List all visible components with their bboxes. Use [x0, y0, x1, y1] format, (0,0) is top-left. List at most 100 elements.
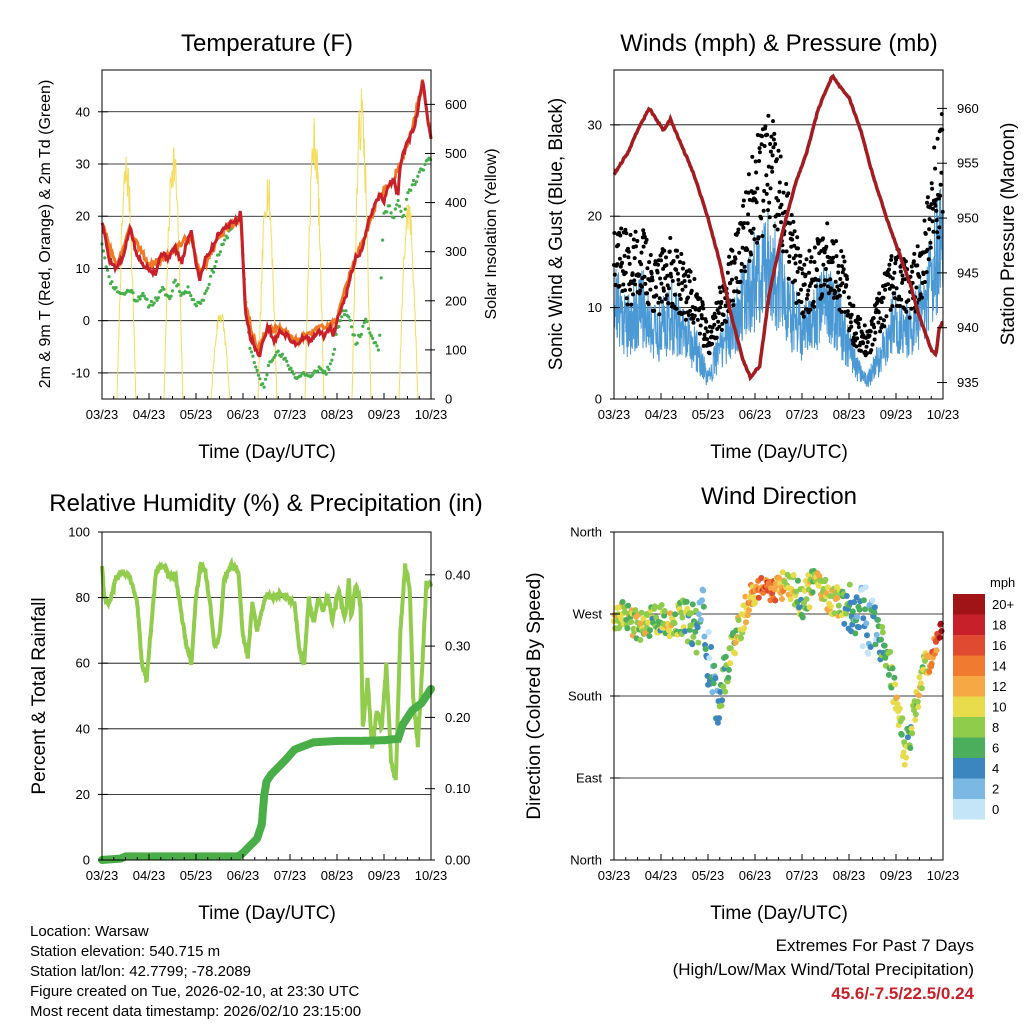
pressure-ylabel: Station Pressure (Maroon) [998, 123, 1019, 346]
direction-point [699, 597, 705, 604]
dewpoint-point [342, 313, 347, 317]
dewpoint-point [130, 288, 134, 293]
gust-point [907, 315, 912, 320]
direction-point [679, 614, 686, 621]
direction-point [683, 598, 690, 605]
direction-point [719, 697, 726, 704]
solar-y2tick-label: 600 [445, 97, 467, 112]
direction-point [891, 674, 898, 681]
humidity-title: Relative Humidity (%) & Precipitation (i… [49, 490, 482, 517]
gust-point [865, 340, 870, 345]
gust-point [849, 312, 854, 317]
gust-point [754, 200, 759, 205]
gust-point [856, 321, 861, 326]
dewpoint-point [412, 178, 416, 183]
direction-point [856, 624, 862, 631]
rh-ytick-label: 80 [76, 590, 90, 605]
dewpoint-point [273, 353, 277, 357]
dewpoint-point [189, 294, 193, 298]
direction-point [772, 597, 779, 604]
gust-point [804, 296, 809, 301]
direction-point [885, 671, 892, 678]
gust-point [704, 319, 709, 324]
gust-point [802, 262, 807, 267]
gust-point [730, 277, 734, 282]
gust-point [743, 269, 748, 274]
gust-point [855, 336, 860, 341]
dewpoint-point [145, 297, 149, 301]
dewpoint-point [402, 213, 406, 217]
dewpoint-point [406, 191, 410, 195]
direction-point [853, 594, 860, 601]
dewpoint-point [104, 265, 108, 269]
dewpoint-point [392, 216, 396, 220]
solar-y2tick-label: 0 [445, 392, 452, 407]
dewpoint-point [131, 291, 135, 295]
gust-point [693, 307, 698, 312]
gust-point [888, 307, 893, 312]
gust-point [675, 271, 680, 276]
direction-point [647, 627, 653, 634]
dewpoint-point [331, 352, 335, 356]
dewpoint-point [159, 288, 163, 293]
wind-direction-ylabel: Direction (Colored By Speed) [524, 572, 545, 819]
gust-point [926, 257, 931, 262]
dewpoint-point [324, 372, 328, 376]
gust-point [864, 344, 869, 349]
gust-point [734, 276, 739, 281]
gust-point [825, 221, 830, 226]
direction-point [637, 637, 644, 643]
gust-point [878, 329, 883, 334]
gust-point [822, 282, 827, 287]
dewpoint-point [217, 253, 221, 257]
temperature-title: Temperature (F) [181, 30, 353, 57]
gust-point [631, 292, 635, 297]
direction-point [928, 660, 935, 667]
gust-point [739, 261, 744, 266]
gust-point [626, 246, 630, 251]
direction-point [738, 635, 745, 641]
gust-point [935, 136, 940, 141]
gust-point [665, 283, 670, 288]
gust-point [648, 287, 653, 292]
legend-title: mph [990, 575, 1015, 590]
gust-point [652, 308, 657, 313]
gust-point [923, 231, 928, 236]
wind-ytick-label: 20 [588, 209, 602, 224]
temp-2m-series [100, 80, 433, 358]
wdir-ytick-label: South [568, 689, 602, 704]
gust-point [869, 348, 874, 353]
gust-point [620, 260, 624, 265]
gust-point [752, 237, 757, 242]
direction-point [799, 614, 806, 621]
gust-point [791, 219, 796, 224]
gust-point [917, 297, 921, 302]
dewpoint-point [209, 274, 213, 278]
direction-point [846, 581, 853, 588]
direction-point [684, 605, 691, 612]
gust-point [940, 127, 945, 132]
gust-point [900, 280, 905, 285]
dewpoint-point [381, 238, 385, 242]
direction-point [879, 624, 886, 630]
gust-point [676, 277, 681, 282]
precip-y2tick-label: 0.30 [445, 639, 470, 654]
gust-point [771, 145, 776, 150]
gust-point [675, 248, 679, 253]
wind-xtick-label: 10/23 [927, 407, 960, 422]
gust-point [776, 198, 781, 203]
direction-point [900, 749, 907, 756]
gust-point [786, 191, 791, 196]
direction-point [751, 594, 758, 601]
direction-point [894, 701, 901, 708]
direction-point [881, 642, 888, 649]
gust-point [642, 274, 647, 279]
gust-point [793, 278, 797, 283]
gust-point [624, 296, 629, 301]
gust-point [721, 313, 726, 317]
direction-point [642, 630, 649, 637]
gust-point [667, 286, 671, 291]
gust-point [707, 351, 712, 356]
gust-point [909, 264, 914, 269]
direction-point [843, 593, 850, 599]
